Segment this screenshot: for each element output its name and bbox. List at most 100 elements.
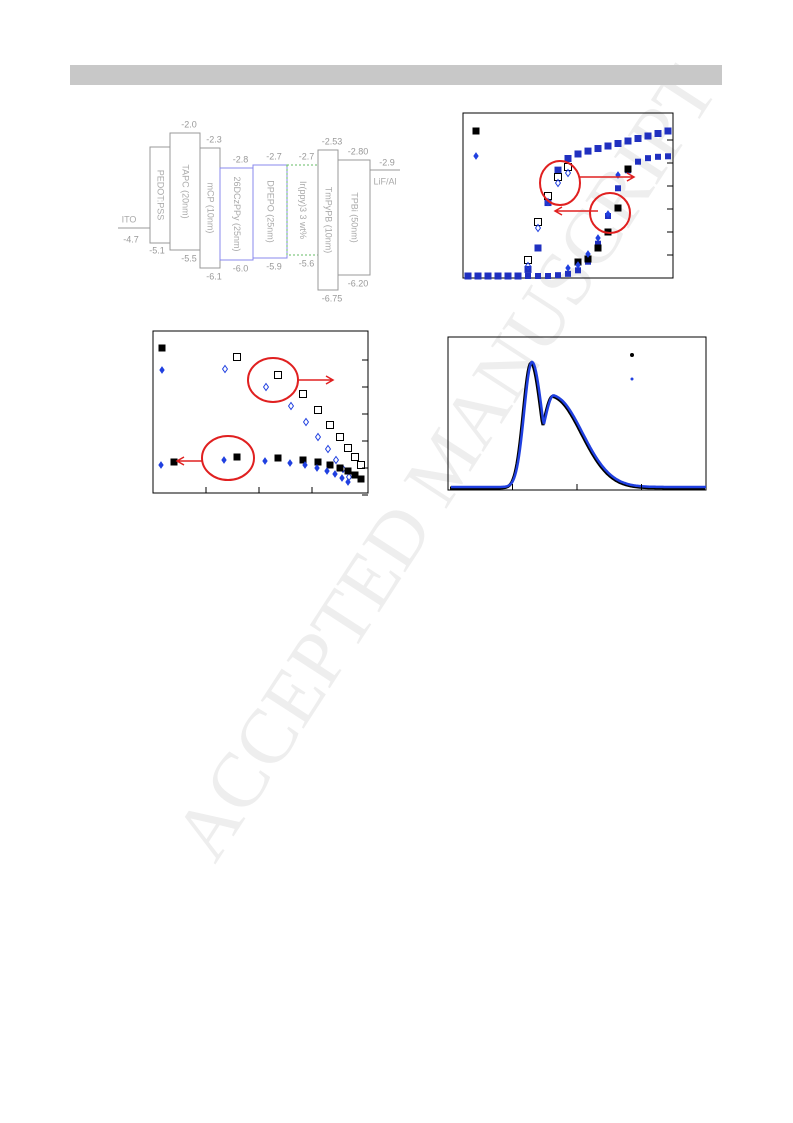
marker — [274, 371, 282, 379]
marker — [574, 150, 582, 158]
layer-box — [252, 164, 288, 259]
marker — [594, 145, 602, 153]
arrow — [298, 375, 335, 385]
watermark: ACCEPTED MANUSCRIPT — [156, 51, 733, 874]
marker — [554, 166, 562, 174]
level-label: -2.7 — [266, 151, 282, 161]
marker — [534, 244, 542, 252]
level-label: -2.8 — [233, 154, 249, 164]
marker — [564, 154, 572, 162]
marker — [170, 458, 178, 466]
marker — [314, 406, 322, 414]
marker — [233, 353, 241, 361]
marker — [475, 273, 481, 279]
marker — [345, 478, 351, 486]
marker — [555, 272, 561, 279]
marker — [324, 467, 330, 475]
marker — [634, 135, 642, 143]
marker — [605, 210, 611, 218]
marker — [624, 165, 632, 173]
marker — [655, 153, 661, 160]
plot-frame — [152, 330, 369, 494]
layer-box — [337, 159, 371, 276]
marker — [624, 137, 632, 145]
layer-label: LiF/Al — [373, 176, 396, 186]
marker — [159, 366, 165, 374]
marker — [615, 185, 621, 192]
marker — [505, 273, 511, 279]
marker — [614, 204, 622, 212]
marker — [336, 433, 344, 441]
marker — [534, 223, 542, 233]
marker — [495, 273, 501, 279]
marker — [472, 127, 480, 135]
highlight-circle — [247, 357, 299, 403]
marker — [585, 250, 591, 258]
marker — [274, 454, 282, 462]
energy-diagram: ITO -4.7 -5.1 LiF/Al -2.9 PEDOT:PSS TAPC (20nm… — [118, 119, 400, 303]
legend-dot — [630, 377, 634, 381]
marker — [221, 364, 229, 374]
marker — [564, 168, 572, 178]
highlight-circle — [589, 192, 631, 234]
marker — [262, 382, 270, 392]
marker — [351, 453, 359, 461]
marker — [302, 461, 308, 469]
figure-2 — [462, 112, 674, 280]
layer-label: DPEPO (25nm) — [266, 180, 276, 243]
marker — [465, 273, 471, 279]
marker — [351, 471, 359, 479]
marker — [314, 464, 320, 472]
layer-label: TAPC (20nm) — [181, 164, 191, 218]
marker — [344, 444, 352, 452]
marker — [635, 158, 641, 165]
level-label: -2.9 — [379, 157, 395, 167]
layer-label: TPBi (50nm) — [350, 192, 360, 243]
marker — [545, 273, 551, 279]
marker — [554, 173, 562, 181]
arrow — [553, 206, 598, 216]
marker — [233, 453, 241, 461]
level-label: -2.53 — [322, 136, 343, 146]
figure-4 — [447, 336, 707, 491]
marker — [584, 147, 592, 155]
layer-label: ITO — [122, 214, 137, 224]
marker — [515, 273, 521, 279]
marker — [326, 461, 334, 469]
layer-label: 26DCzPPy (25nm) — [232, 176, 242, 251]
marker — [534, 218, 542, 226]
marker — [525, 273, 531, 279]
marker — [357, 461, 365, 469]
marker — [654, 130, 662, 137]
level-label: -2.80 — [348, 146, 369, 156]
marker — [524, 256, 532, 264]
arrow — [580, 172, 636, 182]
level-label: -5.1 — [149, 245, 165, 255]
level-label: -4.7 — [123, 234, 139, 244]
marker — [554, 178, 562, 188]
highlight-circle — [539, 160, 581, 206]
arrow — [175, 456, 202, 466]
marker — [299, 456, 307, 464]
layer-label: mCP (10nm) — [206, 183, 216, 234]
marker — [332, 470, 338, 478]
level-label: -5.9 — [266, 261, 282, 271]
layer-label: PEDOT:PSS — [156, 170, 166, 221]
marker — [336, 464, 344, 472]
marker — [262, 457, 268, 465]
marker — [524, 261, 532, 271]
marker — [339, 474, 345, 482]
marker — [221, 456, 227, 464]
marker — [344, 467, 352, 475]
watermark-layer: ACCEPTED MANUSCRIPT — [156, 51, 733, 874]
figure-3 — [152, 330, 369, 496]
marker — [485, 273, 491, 279]
spectrum-blue — [451, 360, 706, 489]
marker — [299, 390, 307, 398]
marker — [158, 344, 166, 352]
marker — [645, 155, 651, 162]
marker — [324, 444, 332, 454]
marker — [665, 153, 671, 160]
